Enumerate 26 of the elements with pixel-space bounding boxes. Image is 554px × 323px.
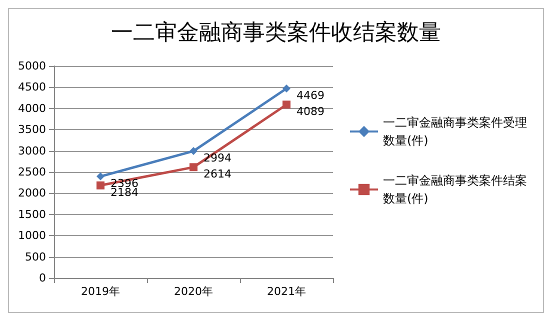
y-tick-label: 1000 bbox=[18, 229, 46, 242]
legend-label: 一二审金融商事类案件受理数量(件) bbox=[383, 116, 527, 148]
x-tick-label: 2020年 bbox=[174, 285, 213, 298]
y-tick-label: 4000 bbox=[18, 102, 46, 115]
y-tick-label: 5000 bbox=[18, 60, 46, 72]
point bbox=[282, 100, 290, 109]
y-tick-label: 3500 bbox=[18, 123, 46, 136]
y-tick-label: 0 bbox=[39, 272, 46, 284]
data-label: 4089 bbox=[296, 105, 324, 118]
data-label: 2614 bbox=[204, 168, 232, 181]
point bbox=[282, 84, 290, 93]
point bbox=[96, 172, 104, 180]
chart-title: 一二审金融商事类案件收结案数量 bbox=[111, 20, 441, 46]
point bbox=[190, 163, 198, 172]
y-tick-label: 2000 bbox=[18, 186, 46, 200]
y-tick-label: 4500 bbox=[18, 80, 46, 94]
y-tick-label: 1500 bbox=[18, 208, 46, 221]
y-tick-label: 500 bbox=[25, 250, 46, 264]
legend-label: 一二审金融商事类案件结案数量(件) bbox=[383, 174, 527, 206]
x-tick-label: 2021年 bbox=[267, 285, 306, 298]
point bbox=[190, 147, 198, 156]
y-tick-label: 2500 bbox=[18, 166, 46, 178]
y-tick-label: 3000 bbox=[18, 144, 46, 158]
x-tick-label: 2019年 bbox=[81, 285, 120, 298]
data-label: 4469 bbox=[296, 89, 324, 102]
point bbox=[96, 181, 104, 190]
